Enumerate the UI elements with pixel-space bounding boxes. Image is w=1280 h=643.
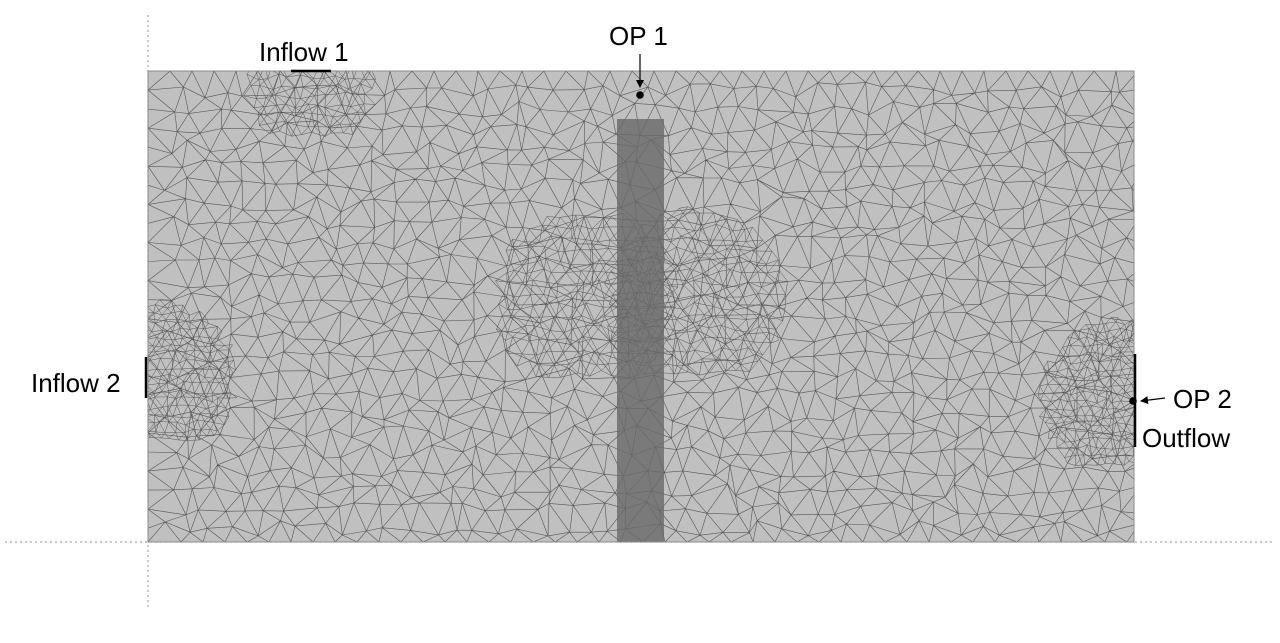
- op2-arrow: [1140, 396, 1166, 405]
- op2-label: OP 2: [1173, 384, 1232, 414]
- observation-point-2: [1129, 397, 1137, 405]
- mesh-refinement-inflow1: [243, 71, 376, 137]
- mesh-refinement-outflow: [1038, 317, 1134, 466]
- outflow-label: Outflow: [1142, 423, 1230, 453]
- inflow2-label: Inflow 2: [31, 368, 121, 398]
- rectangular-obstacle: [617, 119, 664, 542]
- domain-border: [147, 70, 1135, 543]
- mesh-refinement-inflow2: [148, 299, 238, 441]
- observation-point-1: [636, 91, 644, 99]
- inflow1-label: Inflow 1: [259, 37, 349, 67]
- op1-label: OP 1: [609, 21, 668, 51]
